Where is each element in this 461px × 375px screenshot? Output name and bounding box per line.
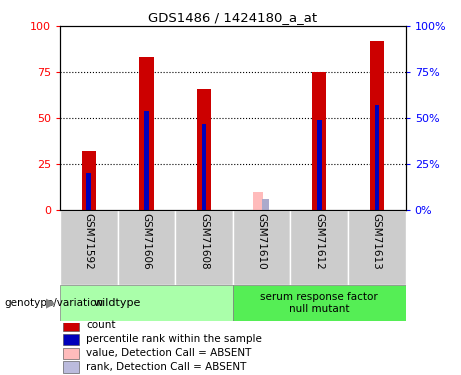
Bar: [175, 210, 233, 285]
Text: GSM71592: GSM71592: [84, 213, 94, 270]
Bar: [60, 285, 233, 321]
Title: GDS1486 / 1424180_a_at: GDS1486 / 1424180_a_at: [148, 11, 317, 24]
Bar: [64, 348, 79, 359]
Text: value, Detection Call = ABSENT: value, Detection Call = ABSENT: [86, 348, 251, 358]
Text: GSM71610: GSM71610: [257, 213, 266, 270]
Text: percentile rank within the sample: percentile rank within the sample: [86, 334, 262, 344]
Bar: [348, 210, 406, 285]
Bar: [197, 89, 211, 210]
Bar: [290, 210, 348, 285]
Text: GSM71608: GSM71608: [199, 213, 209, 270]
Bar: [201, 124, 206, 210]
Bar: [139, 57, 154, 210]
Bar: [370, 41, 384, 210]
Bar: [317, 120, 321, 210]
Bar: [312, 72, 326, 210]
Bar: [253, 192, 263, 210]
Bar: [86, 173, 91, 210]
Bar: [374, 105, 379, 210]
Text: genotype/variation: genotype/variation: [5, 298, 104, 308]
Text: rank, Detection Call = ABSENT: rank, Detection Call = ABSENT: [86, 362, 246, 372]
Bar: [144, 111, 148, 210]
Text: GSM71613: GSM71613: [372, 213, 382, 270]
Text: count: count: [86, 320, 116, 330]
Bar: [233, 210, 290, 285]
Bar: [233, 285, 406, 321]
Bar: [64, 362, 79, 373]
Bar: [82, 151, 96, 210]
Bar: [64, 320, 79, 331]
Bar: [118, 210, 175, 285]
Text: wildtype: wildtype: [94, 298, 141, 308]
Bar: [60, 210, 118, 285]
Text: GSM71606: GSM71606: [142, 213, 151, 270]
Bar: [262, 199, 269, 210]
Text: GSM71612: GSM71612: [314, 213, 324, 270]
Text: serum response factor
null mutant: serum response factor null mutant: [260, 292, 378, 314]
Bar: [64, 333, 79, 345]
Text: ▶: ▶: [46, 296, 55, 309]
